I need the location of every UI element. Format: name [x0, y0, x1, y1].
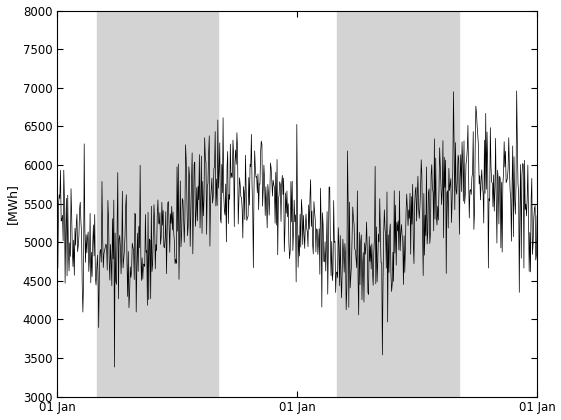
Bar — [337, 10, 459, 396]
Y-axis label: [MWh]: [MWh] — [6, 183, 19, 224]
Bar — [96, 10, 218, 396]
